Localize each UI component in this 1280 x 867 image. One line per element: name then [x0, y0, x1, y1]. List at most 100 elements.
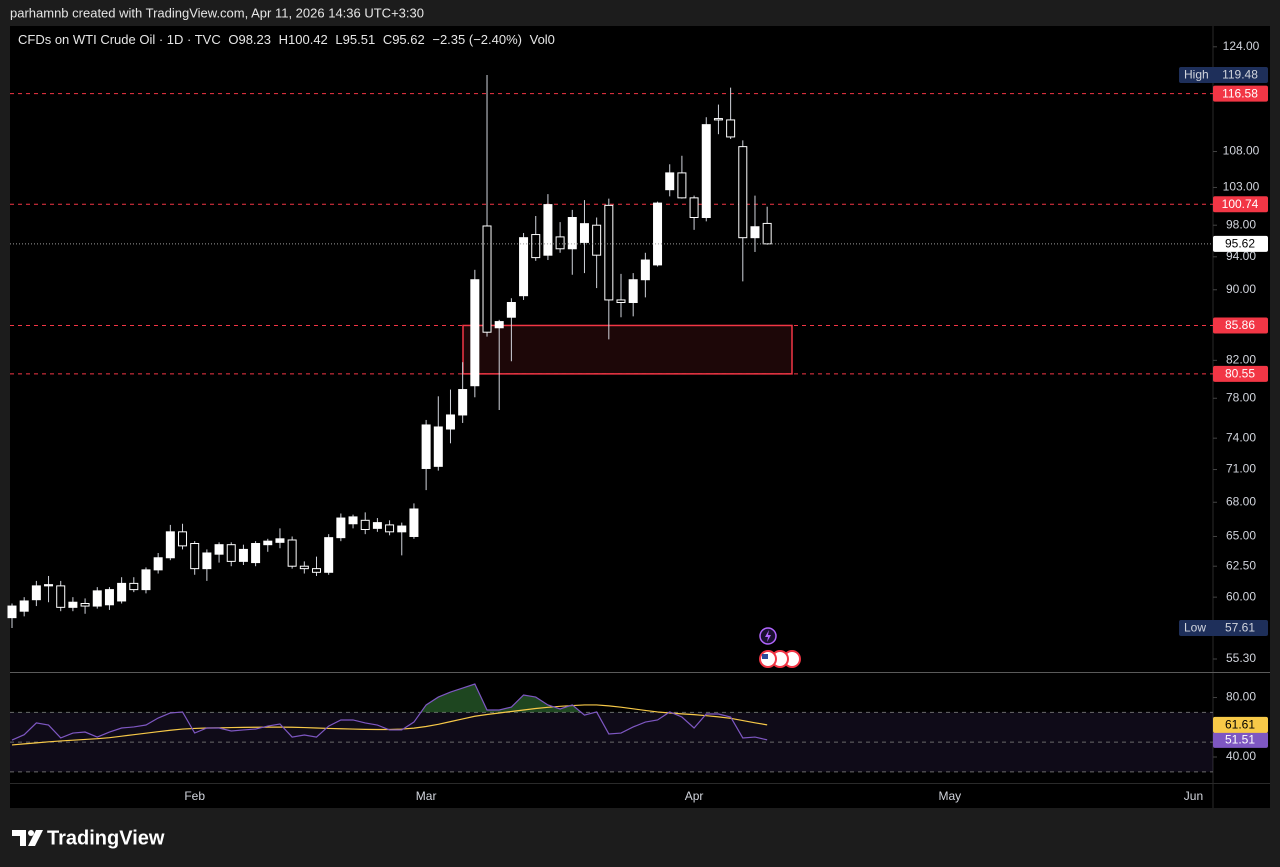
candle-body-up — [445, 414, 455, 430]
high-badge-value: 119.48 — [1222, 68, 1258, 82]
candle-body-up — [153, 557, 163, 571]
candle-body-up — [141, 569, 151, 591]
candle-body-up — [494, 321, 504, 329]
price-badge — [1213, 365, 1268, 382]
header-note: parhamnb created with TradingView.com, A… — [10, 5, 424, 20]
candle-body-up — [202, 552, 212, 570]
y-tick-label: 108.00 — [1223, 144, 1260, 158]
y-tick-label: 68.00 — [1226, 494, 1256, 508]
y-tick-label: 55.30 — [1226, 651, 1256, 665]
price-badge — [1213, 235, 1268, 252]
y-tick-label: 65.00 — [1226, 529, 1256, 543]
candle-body-up — [336, 517, 346, 539]
low-badge-value: 57.61 — [1225, 621, 1255, 635]
price-badge-label: 61.61 — [1225, 718, 1255, 732]
candle-body-up — [640, 259, 650, 281]
y-tick-label: 80.00 — [1226, 690, 1256, 704]
candle-body-down — [762, 222, 772, 245]
low-badge-label: Low — [1184, 621, 1206, 635]
candle-body-down — [677, 172, 687, 199]
candle-body-up — [543, 204, 553, 256]
y-tick-label: 103.00 — [1223, 180, 1260, 194]
y-tick-label: 124.00 — [1223, 39, 1260, 53]
candle-body-up — [44, 584, 54, 587]
candle-body-down — [482, 225, 492, 333]
candle-body-up — [251, 543, 261, 564]
price-badge — [1213, 731, 1268, 748]
x-tick-label: Mar — [416, 789, 437, 803]
candle-body-up — [750, 226, 760, 239]
price-badge-label: 51.51 — [1225, 733, 1255, 747]
high-badge — [1179, 66, 1268, 83]
x-tick-label: May — [939, 789, 962, 803]
brand-logo: TradingView — [12, 827, 165, 849]
y-tick-label: 62.50 — [1226, 558, 1256, 572]
y-tick-label: 94.00 — [1226, 249, 1256, 263]
candle-body-up — [421, 424, 431, 469]
y-tick-label: 40.00 — [1226, 749, 1256, 763]
candle-body-up — [117, 582, 127, 602]
candle-body-up — [372, 522, 382, 529]
price-badge-label: 80.55 — [1225, 367, 1255, 381]
candle-body-down — [385, 524, 395, 533]
candle-body-down — [531, 234, 541, 259]
candle-body-down — [689, 197, 699, 219]
price-badge-label: 100.74 — [1222, 197, 1259, 211]
candle-body-up — [263, 540, 273, 546]
candle-body-up — [665, 172, 675, 191]
y-tick-label: 71.00 — [1226, 462, 1256, 476]
ohlc-high: H100.42 — [279, 32, 328, 47]
ohlc-low: L95.51 — [335, 32, 375, 47]
ohlc-open: O98.23 — [228, 32, 271, 47]
x-tick-label: Jun — [1184, 789, 1203, 803]
rsi-line — [11, 683, 768, 741]
candle-body-up — [92, 590, 102, 607]
candle-body-down — [738, 146, 748, 239]
price-badge-label: 116.58 — [1222, 86, 1258, 100]
candle-body-up — [433, 426, 443, 467]
chart-background — [10, 26, 1270, 808]
candle-body-down — [287, 539, 297, 567]
candle-body-down — [713, 118, 723, 121]
candle-body-down — [190, 543, 200, 570]
symbol-title: CFDs on WTI Crude Oil · 1D · TVC — [18, 32, 221, 47]
candle-body-up — [567, 217, 577, 250]
candle-body-up — [238, 548, 248, 562]
y-tick-label: 78.00 — [1226, 390, 1256, 404]
candle-body-down — [604, 204, 614, 301]
candle-body-down — [178, 531, 188, 547]
candle-body-up — [519, 237, 529, 297]
price-badge — [1213, 317, 1268, 334]
candle-body-down — [226, 544, 236, 562]
candle-body-up — [19, 600, 29, 612]
candle-body-up — [397, 525, 407, 533]
x-tick-label: Apr — [685, 789, 704, 803]
logo-mark — [12, 830, 26, 846]
candle-body-up — [506, 302, 516, 318]
candle-body-up — [653, 202, 663, 266]
candle-body-up — [701, 124, 711, 219]
candle-body-down — [56, 585, 66, 608]
y-tick-label: 98.00 — [1226, 217, 1256, 231]
high-badge-label: High — [1184, 68, 1209, 82]
candle-body-down — [726, 119, 736, 138]
volume: Vol0 — [530, 32, 555, 47]
zone-rectangle — [462, 324, 793, 375]
ohlc-close: C95.62 — [383, 32, 425, 47]
change: −2.35 (−2.40%) — [432, 32, 522, 47]
low-badge — [1179, 619, 1268, 636]
candle-body-up — [214, 544, 224, 555]
event-icon-bolt — [765, 630, 771, 642]
y-tick-label: 90.00 — [1226, 282, 1256, 296]
y-tick-label: 74.00 — [1226, 430, 1256, 444]
y-tick-label: 60.00 — [1226, 589, 1256, 603]
candle-body-up — [324, 537, 334, 573]
candle-body-up — [31, 585, 41, 601]
brand-name: TradingView — [47, 827, 165, 849]
candle-body-down — [360, 519, 370, 531]
legend: CFDs on WTI Crude Oil · 1D · TVC O98.23 … — [18, 32, 555, 47]
candle-body-up — [458, 389, 468, 416]
candle-body-down — [312, 568, 321, 573]
